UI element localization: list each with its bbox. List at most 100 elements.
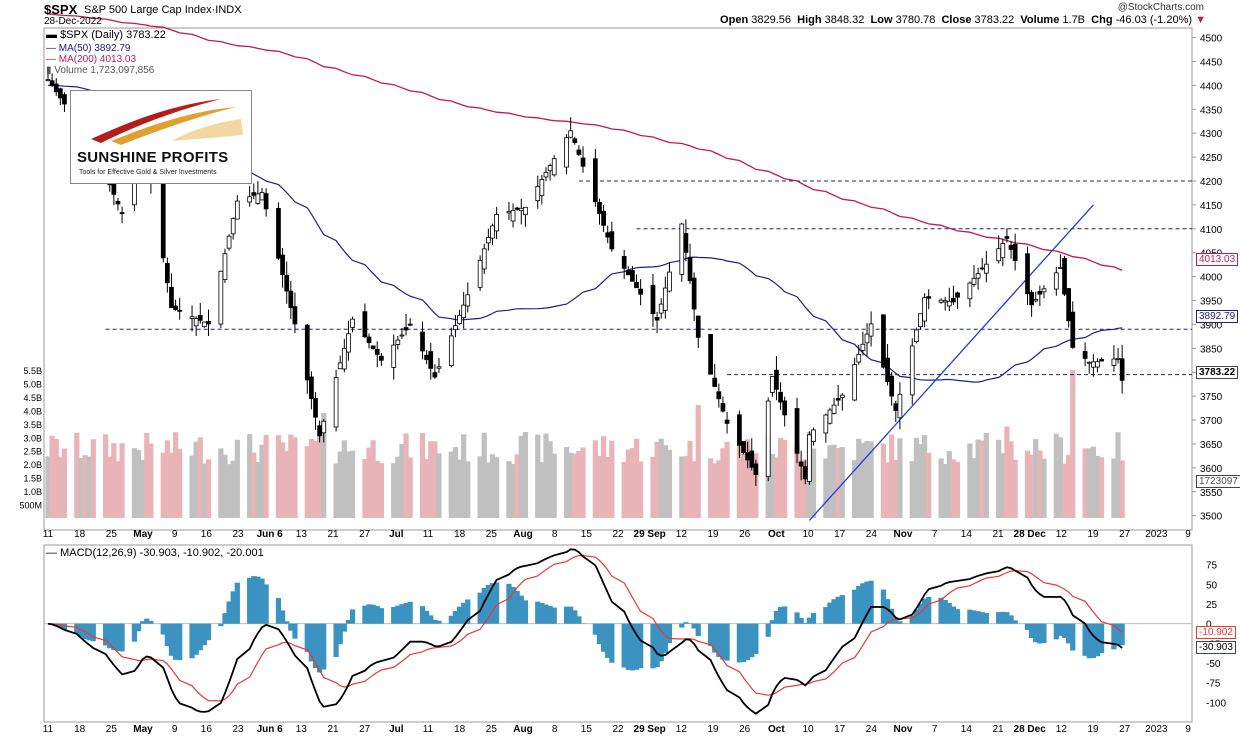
legend-ma50: — MA(50) 3892.79 <box>46 43 131 54</box>
macd-histogram-bar <box>518 595 524 624</box>
volume-bar <box>839 447 845 518</box>
macd-histogram-bar <box>493 582 500 624</box>
macd-histogram-bar <box>921 598 928 624</box>
candle-body <box>346 333 351 353</box>
volume-bar <box>424 459 430 518</box>
macd-histogram-bar <box>522 600 529 624</box>
macd-tag: -30.903 <box>1196 641 1236 654</box>
candle-body <box>597 201 602 214</box>
candle-body <box>465 294 471 307</box>
volume-bar <box>288 434 294 518</box>
candle-body <box>1033 299 1039 302</box>
candle-body <box>1115 357 1121 360</box>
macd-x-tick-label: 9 <box>172 724 178 735</box>
volume-tick-label: 4.5B <box>23 393 42 403</box>
candle-body <box>971 277 977 285</box>
macd-histogram-bar <box>1066 623 1072 644</box>
macd-histogram-bar <box>769 620 775 624</box>
macd-histogram-bar <box>568 606 574 624</box>
macd-x-tick-label: 18 <box>74 724 86 735</box>
candle-body <box>62 94 67 105</box>
price-tick-label: 4500 <box>1200 34 1223 45</box>
macd-histogram-bar <box>275 598 282 624</box>
candle-body <box>1037 290 1043 295</box>
macd-histogram-bar <box>868 580 874 624</box>
volume-bar <box>461 434 467 518</box>
volume-bar <box>255 461 261 518</box>
volume-bar <box>160 452 166 518</box>
volume-bar <box>90 439 96 518</box>
macd-histogram-bar <box>197 623 203 651</box>
candle-body <box>1086 361 1092 364</box>
macd-histogram-bar <box>222 613 228 624</box>
macd-histogram-bar <box>279 610 286 624</box>
macd-x-tick-label: Jul <box>389 724 404 735</box>
volume-bar <box>967 443 973 518</box>
macd-histogram-bar <box>284 621 290 624</box>
price-tick-label: 4100 <box>1200 225 1223 236</box>
candle-body <box>276 207 281 259</box>
candle-body <box>650 284 656 315</box>
candle-body <box>535 186 541 202</box>
candle-body <box>1099 359 1104 362</box>
macd-histogram-bar <box>806 617 812 624</box>
macd-histogram-bar <box>119 623 125 652</box>
legend-volume: ▮ Volume 1,723,097,856 <box>46 65 155 76</box>
volume-bar <box>1012 459 1018 518</box>
macd-x-tick-label: 16 <box>201 724 213 735</box>
candle-body <box>1090 361 1096 368</box>
price-x-tick-label: 16 <box>201 529 213 540</box>
macd-histogram-bar <box>1004 612 1010 624</box>
macd-histogram-bar <box>461 602 467 624</box>
macd-histogram-bar <box>226 601 232 624</box>
volume-bar <box>465 461 471 518</box>
volume-bar <box>917 444 924 518</box>
macd-histogram-bar <box>1115 623 1121 646</box>
macd-histogram-bar <box>452 611 459 624</box>
macd-histogram-bar <box>304 623 310 652</box>
macd-histogram-bar <box>374 606 380 624</box>
price-x-tick-label: 13 <box>296 529 308 540</box>
macd-histogram-bar <box>481 587 487 624</box>
macd-x-tick-label: Jun 6 <box>257 724 284 735</box>
price-x-tick-label: May <box>133 529 153 540</box>
candle-body <box>374 348 380 355</box>
candle-body <box>580 157 586 167</box>
volume-bar <box>773 457 780 518</box>
candle-body <box>432 372 438 378</box>
macd-histogram-bar <box>111 623 117 651</box>
volume-tick-label: 2.5B <box>23 447 42 457</box>
volume-bar <box>177 449 183 518</box>
candle-body <box>551 158 557 176</box>
macd-histogram-bar <box>658 623 664 662</box>
price-tick-label: 3900 <box>1200 320 1223 331</box>
price-tick-label: 3500 <box>1200 512 1223 523</box>
candle-body <box>938 299 944 303</box>
candle-body <box>712 377 718 387</box>
volume-bar <box>580 447 586 518</box>
volume-bar <box>695 404 701 518</box>
candle-body <box>983 263 989 274</box>
macd-histogram-bar <box>827 602 833 624</box>
volume-bar <box>86 456 92 518</box>
candle-body <box>881 314 886 368</box>
candle-body <box>333 377 339 428</box>
candle-body <box>45 79 51 82</box>
signal-tag: -10.902 <box>1196 626 1236 639</box>
macd-histogram-bar <box>448 615 454 624</box>
price-x-tick-label: 22 <box>612 529 624 540</box>
volume-bar <box>600 436 607 518</box>
macd-histogram-bar <box>967 609 973 624</box>
trendline <box>808 204 1094 521</box>
candle-body <box>695 315 701 338</box>
macd-x-tick-label: 25 <box>486 724 498 735</box>
macd-x-tick-label: 24 <box>866 724 878 735</box>
candle-body <box>683 233 689 253</box>
volume-bar <box>374 460 380 518</box>
volume-bar <box>407 457 413 518</box>
macd-histogram-bar <box>140 621 146 624</box>
candle-body <box>486 237 491 244</box>
macd-histogram-bar <box>707 623 714 646</box>
volume-tick-label: 3.5B <box>23 420 42 430</box>
price-x-tick-label: 9 <box>1185 529 1191 540</box>
